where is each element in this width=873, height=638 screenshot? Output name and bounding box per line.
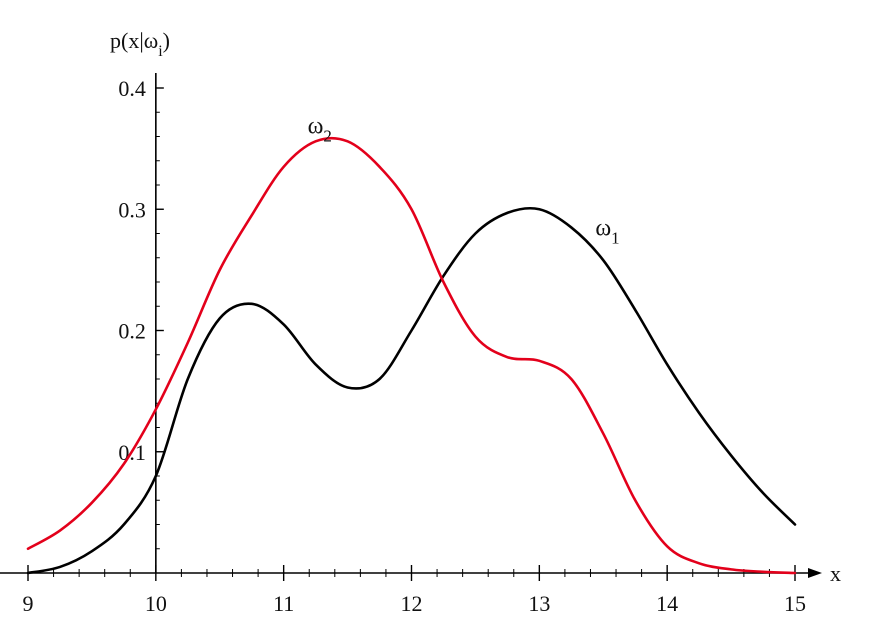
x-tick-label: 15 [784,591,806,616]
series-label-main: ω [595,215,611,241]
x-tick-label: 12 [401,591,423,616]
y-axis-label: p(x|ωi) [110,28,170,60]
x-tick-label: 14 [656,591,678,616]
x-tick-label: 11 [273,591,294,616]
series-line-omega-1 [26,206,797,575]
series-label-main: ω [308,113,324,139]
x-axis-label: x [830,561,841,586]
x-tick-label: 13 [528,591,550,616]
y-tick-label: 0.2 [118,319,146,344]
series-label-subscript: 1 [611,228,620,247]
y-tick-label: 0.4 [118,76,146,101]
y-axis: 0.10.20.30.4p(x|ωi) [110,28,170,573]
y-axis-label-subscript: i [158,43,163,60]
series-label-subscript: 2 [323,126,332,145]
y-axis-label-main: p(x|ω [110,28,158,53]
x-tick-label: 10 [145,591,167,616]
series-label-omega-2: ω2 [308,113,332,145]
x-axis: 9 10 11 12 13 14 15 x [0,561,841,616]
series-layer [26,136,797,575]
y-tick-label: 0.3 [118,197,146,222]
series-line-omega-2 [26,136,797,575]
series-label-omega-1: ω1 [595,215,619,247]
y-axis-label-close: ) [163,28,170,53]
x-tick-label: 9 [23,591,34,616]
x-axis-arrow-icon [808,568,822,578]
